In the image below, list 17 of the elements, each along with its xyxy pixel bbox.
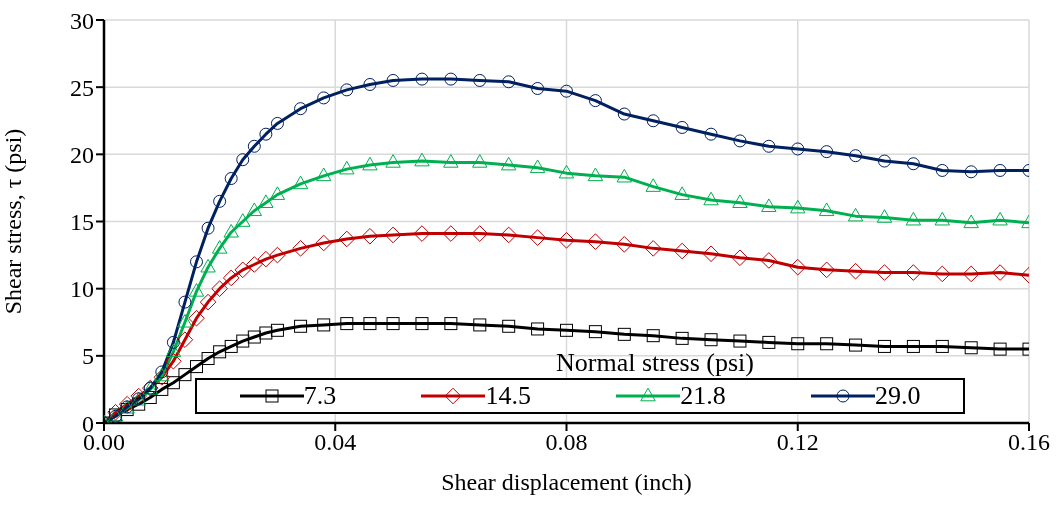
x-tick-label: 0.08 <box>545 429 588 456</box>
y-tick-label: 10 <box>70 276 94 303</box>
legend-label: 29.0 <box>874 381 921 411</box>
legend-label: 7.3 <box>303 381 337 411</box>
y-tick-label: 25 <box>70 74 94 101</box>
legend-label: 21.8 <box>680 381 726 411</box>
x-tick-label: 0.04 <box>314 429 357 456</box>
x-axis-title: Shear displacement (inch) <box>441 469 692 495</box>
y-axis-title: Shear stress, τ (psi) <box>0 128 26 315</box>
x-tick-label: 0.12 <box>776 429 819 456</box>
y-tick-label: 15 <box>70 209 94 236</box>
legend-label: 14.5 <box>485 381 531 411</box>
y-tick-label: 20 <box>70 141 94 168</box>
legend-title: Normal stress (psi) <box>556 348 754 378</box>
y-tick-label: 5 <box>82 343 94 370</box>
y-tick-label: 30 <box>70 7 94 34</box>
x-tick-label: 0.16 <box>1008 429 1050 456</box>
